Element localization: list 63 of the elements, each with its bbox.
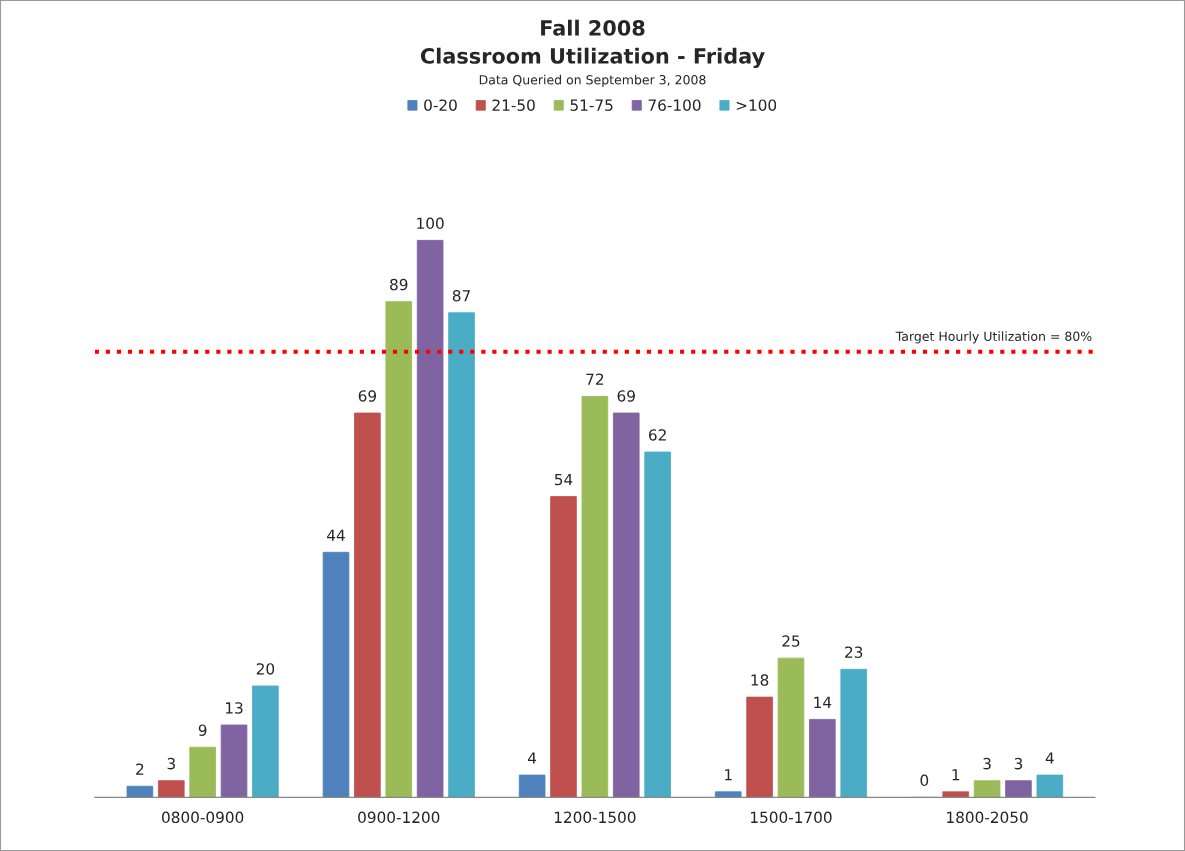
- data-label: 3: [167, 757, 175, 770]
- chart-subtitle: Classroom Utilization - Friday: [420, 47, 765, 69]
- legend-label: 51-75: [570, 99, 613, 111]
- bar: [189, 746, 216, 798]
- x-tick-label: 1500-1700: [751, 811, 832, 824]
- data-label: 14: [814, 696, 832, 708]
- data-label: 54: [554, 473, 573, 486]
- data-label: 13: [225, 702, 243, 714]
- bar: [158, 780, 185, 798]
- bar: [581, 395, 609, 798]
- x-tick-label: 1800-2050: [947, 811, 1028, 824]
- bar: [220, 724, 248, 798]
- text: Data Queried on September 3, 2008: [479, 74, 706, 87]
- data-label: 72: [586, 373, 604, 385]
- data-label: 44: [327, 529, 345, 541]
- bar: [1005, 780, 1032, 798]
- legend-label: 21-50: [492, 99, 535, 111]
- data-label: 20: [256, 663, 275, 675]
- legend-label: >100: [736, 99, 777, 111]
- data-label: 23: [845, 646, 863, 658]
- data-label: 4: [528, 752, 537, 764]
- bar: [385, 301, 413, 798]
- bar: [448, 312, 475, 798]
- data-label: 9: [198, 724, 207, 736]
- data-label: 3: [1014, 757, 1023, 770]
- bar: [126, 785, 154, 798]
- chart-title: Fall 2008: [541, 19, 645, 36]
- data-label: 100: [417, 217, 444, 230]
- data-label: 1: [952, 769, 960, 781]
- data-label: 3: [983, 757, 991, 770]
- bar: [322, 551, 350, 798]
- legend-label: 0-20: [424, 99, 457, 111]
- bar: [416, 239, 444, 798]
- bar: [1036, 774, 1064, 798]
- bar: [809, 718, 836, 798]
- data-label: 87: [452, 289, 470, 302]
- bar: [612, 412, 640, 798]
- x-tick-label: 1200-1500: [554, 811, 636, 824]
- data-label: 25: [782, 635, 800, 647]
- bar: [354, 412, 381, 798]
- bar: [942, 791, 969, 798]
- bar: [518, 774, 546, 798]
- bar: [973, 780, 1001, 798]
- bar: [550, 496, 577, 798]
- bar: [777, 657, 805, 798]
- bar: [714, 791, 742, 798]
- data-label: 2: [136, 763, 144, 775]
- data-label: 62: [648, 429, 666, 441]
- bar: [746, 696, 773, 798]
- bar: [252, 685, 279, 798]
- data-label: 0: [920, 774, 929, 787]
- data-label: 89: [390, 278, 408, 291]
- bar: [840, 668, 868, 798]
- x-tick-label: 0900-1200: [358, 811, 440, 824]
- data-label: 4: [1045, 752, 1054, 764]
- data-label: 69: [358, 390, 377, 402]
- ref-line-label: Target Hourly Utilization = 80%: [895, 331, 1092, 344]
- x-tick-label: 0800-0900: [162, 811, 244, 824]
- bar: [644, 451, 671, 798]
- data-label: 69: [617, 390, 635, 402]
- data-label: 1: [725, 769, 732, 781]
- legend-label: 76-100: [648, 99, 701, 111]
- data-label: 18: [751, 674, 769, 686]
